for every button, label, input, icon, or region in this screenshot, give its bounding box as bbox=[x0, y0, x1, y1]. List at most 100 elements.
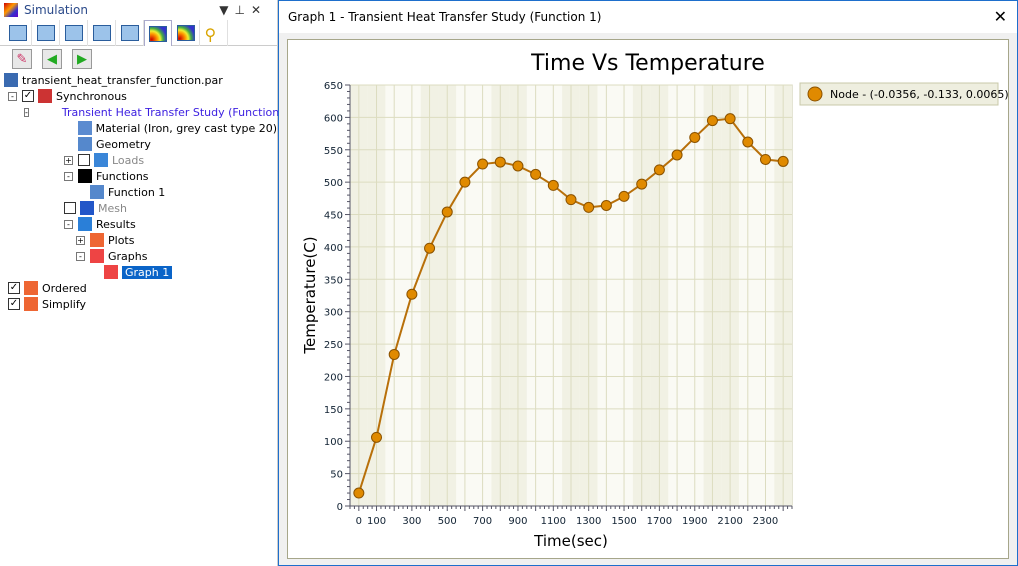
expand-icon[interactable]: + bbox=[76, 235, 85, 245]
part-file-icon bbox=[4, 73, 18, 87]
x-tick-label: 500 bbox=[438, 516, 457, 527]
close-icon[interactable]: ✕ bbox=[250, 3, 267, 17]
tree-item[interactable]: - Graphs bbox=[0, 248, 277, 264]
simplify-icon bbox=[24, 297, 38, 311]
tree-item[interactable]: transient_heat_transfer_function.par bbox=[0, 72, 277, 88]
collapse-icon[interactable]: - bbox=[24, 107, 29, 117]
x-tick-label: 1500 bbox=[611, 516, 636, 527]
tree-item-label: Material (Iron, grey cast type 20) bbox=[95, 121, 277, 135]
data-point bbox=[636, 178, 648, 190]
data-point bbox=[530, 168, 542, 180]
y-tick-label: 650 bbox=[324, 81, 343, 92]
simulation-icon bbox=[4, 3, 18, 17]
tree-item-label: Transient Heat Transfer Study (Function … bbox=[61, 105, 295, 119]
tab-playback[interactable] bbox=[116, 20, 144, 46]
playback-icon bbox=[120, 25, 139, 41]
loads-icon bbox=[94, 153, 108, 167]
x-tick-label: 1100 bbox=[541, 516, 566, 527]
data-point bbox=[406, 288, 418, 300]
tree-item[interactable]: Function 1 bbox=[0, 184, 277, 200]
tree-item[interactable]: - Transient Heat Transfer Study (Function… bbox=[0, 104, 294, 120]
data-point bbox=[724, 113, 736, 125]
tree-item[interactable]: - Results bbox=[0, 216, 277, 232]
panel-tabs: ⚲ bbox=[0, 20, 277, 46]
graphs-icon bbox=[90, 249, 104, 263]
mesh-icon bbox=[80, 201, 94, 215]
close-window-button[interactable]: ✕ bbox=[993, 7, 1007, 26]
tree-item[interactable]: Graph 1 bbox=[0, 264, 277, 280]
toolbar: ✎ ◀ ▶ bbox=[0, 46, 277, 72]
chart-frame: 0 100 300 500 700 900 1100 1300 1500 1700 1900 2100… bbox=[287, 39, 1009, 559]
tab-geometry[interactable] bbox=[4, 20, 32, 46]
checkbox[interactable]: ✓ bbox=[22, 90, 34, 102]
sync-icon bbox=[38, 89, 52, 103]
panel-title: Simulation bbox=[24, 3, 88, 17]
data-point bbox=[777, 155, 789, 167]
dropdown-icon[interactable]: ▼ bbox=[219, 3, 235, 17]
expand-icon[interactable]: + bbox=[64, 155, 73, 165]
y-tick-label: 100 bbox=[324, 437, 343, 448]
checkbox[interactable]: ✓ bbox=[8, 298, 20, 310]
forward-button[interactable]: ▶ bbox=[72, 49, 92, 69]
legend bbox=[799, 82, 999, 106]
x-tick-label: 900 bbox=[508, 516, 527, 527]
tree-item-label: Mesh bbox=[98, 201, 127, 215]
tree-item[interactable]: Material (Iron, grey cast type 20) bbox=[0, 120, 277, 136]
collapse-icon[interactable]: - bbox=[64, 171, 73, 181]
chart-title: Time Vs Temperature bbox=[530, 51, 765, 76]
back-button[interactable]: ◀ bbox=[42, 49, 62, 69]
data-point bbox=[547, 179, 559, 191]
tab-key[interactable]: ⚲ bbox=[200, 20, 228, 46]
collapse-icon[interactable]: - bbox=[8, 91, 17, 101]
y-tick-label: 500 bbox=[324, 178, 343, 189]
tab-results[interactable] bbox=[144, 20, 172, 46]
tree-item[interactable]: + Plots bbox=[0, 232, 277, 248]
data-point bbox=[759, 153, 771, 165]
tab-results-list[interactable] bbox=[172, 20, 200, 46]
window-title: Graph 1 - Transient Heat Transfer Study … bbox=[288, 10, 602, 24]
tree-item-label: Function 1 bbox=[108, 185, 166, 199]
tree-item-label: Geometry bbox=[96, 137, 151, 151]
tab-gauge[interactable] bbox=[88, 20, 116, 46]
x-tick-label: 2100 bbox=[717, 516, 742, 527]
collapse-icon[interactable]: - bbox=[64, 219, 73, 229]
key-icon: ⚲ bbox=[204, 25, 217, 44]
pin-icon[interactable]: ⊥ bbox=[234, 3, 251, 17]
tab-loads[interactable] bbox=[60, 20, 88, 46]
tree-item[interactable]: ✓ Ordered bbox=[0, 280, 277, 296]
edit-button[interactable]: ✎ bbox=[12, 49, 32, 69]
x-tick-label: 100 bbox=[367, 516, 386, 527]
tree-item[interactable]: - Functions bbox=[0, 168, 277, 184]
x-tick-label: 0 bbox=[356, 516, 362, 527]
data-point bbox=[742, 136, 754, 148]
checkbox[interactable] bbox=[78, 154, 90, 166]
legend-marker bbox=[807, 86, 823, 102]
tab-parts[interactable] bbox=[32, 20, 60, 46]
data-point bbox=[512, 160, 524, 172]
data-point bbox=[388, 348, 400, 360]
y-tick-label: 50 bbox=[330, 470, 343, 481]
tree-item-label: Plots bbox=[108, 233, 135, 247]
y-tick-label: 350 bbox=[324, 275, 343, 286]
collapse-icon[interactable]: - bbox=[76, 251, 85, 261]
tree-item[interactable]: Geometry bbox=[0, 136, 277, 152]
panel-title-bar: Simulation ▼⊥✕ bbox=[0, 0, 277, 20]
panel-controls[interactable]: ▼⊥✕ bbox=[219, 3, 267, 17]
data-point bbox=[477, 158, 489, 170]
tree-item[interactable]: ✓ Simplify bbox=[0, 296, 277, 312]
data-point bbox=[618, 190, 630, 202]
data-point bbox=[583, 201, 595, 213]
tree-item[interactable]: - ✓ Synchronous bbox=[0, 88, 277, 104]
checkbox[interactable] bbox=[64, 202, 76, 214]
tree-item-label: Loads bbox=[112, 153, 145, 167]
checkbox[interactable]: ✓ bbox=[8, 282, 20, 294]
x-tick-label: 1300 bbox=[576, 516, 601, 527]
data-point bbox=[459, 176, 471, 188]
tree-item[interactable]: + Loads bbox=[0, 152, 277, 168]
simulation-panel: Simulation ▼⊥✕ ⚲ ✎ ◀ ▶ transient_heat_tr… bbox=[0, 0, 294, 566]
ordered-icon bbox=[24, 281, 38, 295]
tree-item[interactable]: Mesh bbox=[0, 200, 277, 216]
simulation-tree: transient_heat_transfer_function.par - ✓ Sy… bbox=[0, 72, 294, 312]
data-point bbox=[565, 194, 577, 206]
data-point bbox=[441, 206, 453, 218]
